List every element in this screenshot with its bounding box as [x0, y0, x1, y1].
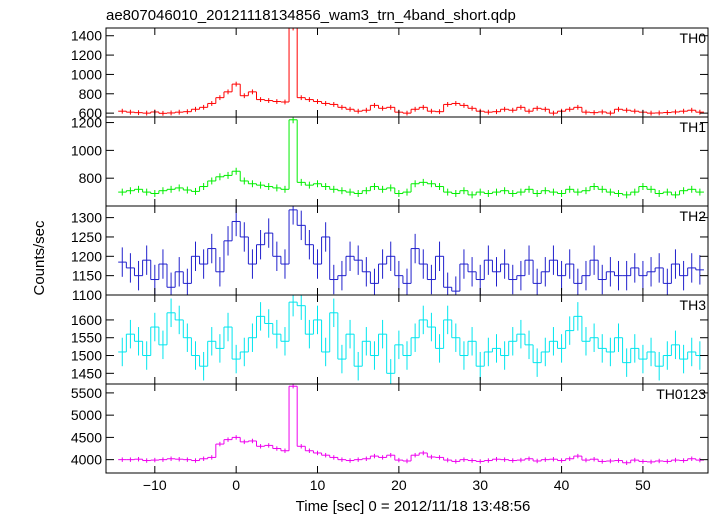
y-tick-label: 5500 — [71, 385, 102, 401]
chart-title: ae807046010_20121118134856_wam3_trn_4ban… — [106, 7, 516, 24]
y-tick-label: 600 — [79, 105, 103, 121]
y-tick-label: 5000 — [71, 407, 102, 423]
y-tick-label: 1200 — [71, 248, 102, 264]
x-tick-label: −10 — [143, 477, 167, 493]
series-th1 — [118, 117, 704, 199]
panel-th0: 600 800 1000 1200 1400 TH0 — [71, 27, 709, 121]
x-tick-label: 10 — [310, 477, 326, 493]
series-th3 — [118, 295, 704, 384]
panel-label: TH0 — [680, 30, 707, 46]
y-tick-label: 1550 — [71, 330, 102, 346]
series-th0123 — [118, 384, 704, 465]
y-axis-label: Counts/sec — [31, 220, 48, 296]
y-tick-label: 1300 — [71, 210, 102, 226]
x-tick-label: 30 — [472, 477, 488, 493]
y-tick-label: 1400 — [71, 28, 102, 44]
panel-th1: 800 1000 1200 TH1 — [71, 115, 709, 207]
panel-frame — [105, 27, 709, 118]
y-tick-label: 800 — [79, 86, 103, 102]
y-tick-label: 1500 — [71, 348, 102, 364]
series-th0 — [118, 28, 704, 116]
panel-label: TH3 — [680, 297, 707, 313]
panel-th2: 1100 1150 1200 1250 1300 TH2 — [71, 205, 709, 303]
y-tick-label: 1000 — [71, 66, 102, 82]
y-tick-label: 1100 — [72, 287, 102, 303]
y-tick-label: 1250 — [71, 229, 102, 245]
series-th2 — [118, 206, 704, 295]
x-tick-label: 20 — [391, 477, 407, 493]
y-tick-label: 1600 — [71, 312, 102, 328]
x-axis-label: Time [sec] 0 = 2012/11/18 13:48:56 — [296, 498, 531, 515]
x-tick-label: 40 — [554, 477, 570, 493]
panel-label: TH1 — [680, 119, 707, 135]
y-tick-label: 1000 — [71, 142, 102, 158]
x-tick-label: 50 — [635, 477, 651, 493]
y-tick-label: 1200 — [71, 115, 102, 131]
panel-label: TH2 — [680, 208, 707, 224]
panel-th0123: 4000 4500 5000 5500 TH0123 −10 0 10 20 30 40 50 — [71, 383, 709, 493]
y-tick-label: 1200 — [71, 47, 102, 63]
y-tick-label: 4000 — [71, 452, 102, 468]
y-tick-label: 4500 — [71, 429, 102, 445]
panel-label: TH0123 — [656, 386, 706, 402]
y-tick-label: 800 — [79, 170, 103, 186]
panel-frame — [105, 383, 709, 474]
y-tick-label: 1150 — [72, 268, 102, 284]
x-tick-label: 0 — [232, 477, 240, 493]
panel-frame — [105, 294, 709, 385]
y-tick-label: 1450 — [71, 365, 102, 381]
